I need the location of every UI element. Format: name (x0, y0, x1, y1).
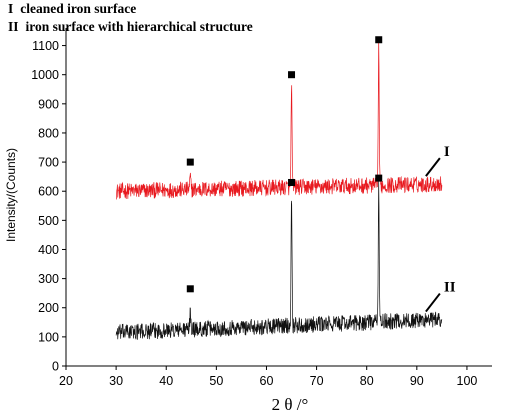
peak-marker (186, 285, 194, 293)
x-tick-label: 20 (59, 374, 73, 388)
y-tick-label: 700 (38, 156, 59, 170)
x-tick-label: 30 (109, 374, 123, 388)
y-tick-label: 300 (38, 272, 59, 286)
peak-marker (288, 71, 296, 79)
series-line-II (115, 181, 443, 340)
annotation-pointer (425, 292, 441, 313)
legend-numeral-2: II (8, 19, 19, 34)
y-tick-label: 600 (38, 185, 59, 199)
y-tick-label: 1000 (31, 68, 59, 82)
series-annotations: III (425, 144, 456, 313)
y-tick-label: 200 (38, 301, 59, 315)
y-tick-label: 100 (38, 330, 59, 344)
x-tick-label: 60 (260, 374, 274, 388)
legend-numeral-1: I (8, 1, 14, 16)
y-tick-label: 900 (38, 97, 59, 111)
axes (65, 28, 492, 367)
peak-marker (186, 158, 194, 166)
legend-text-1: cleaned iron surface (20, 1, 137, 16)
y-tick-label: 1100 (32, 39, 59, 53)
series-layer (115, 40, 443, 340)
y-tick-label: 800 (38, 126, 59, 140)
x-tick-label: 90 (410, 374, 424, 388)
x-tick-label: 50 (209, 374, 223, 388)
x-tick-label: 40 (159, 374, 173, 388)
tick-marks: 20 30 40 50 60 70 80 90 100010020030040050060070… (31, 39, 477, 388)
series-line-I (116, 40, 443, 200)
peak-marker (375, 36, 383, 44)
peak-marker (375, 174, 383, 182)
legend-text-2: iron surface with hierarchical structure (25, 19, 253, 34)
x-tick-label: 70 (310, 374, 324, 388)
y-axis-label: Intensity/(Counts) (4, 148, 18, 242)
y-tick-label: 0 (52, 360, 59, 374)
series-annotation-label: II (444, 280, 456, 296)
peak-markers (186, 36, 383, 293)
peak-marker (288, 178, 296, 186)
x-tick-label: 80 (360, 374, 374, 388)
series-annotation-label: I (444, 144, 450, 160)
legend-entry-2: II iron surface with hierarchical structu… (8, 19, 253, 35)
x-axis-label: 2 θ /° (272, 395, 309, 414)
annotation-pointer (425, 157, 441, 177)
y-tick-label: 500 (38, 214, 59, 228)
x-tick-label: 100 (457, 374, 478, 388)
y-tick-label: 400 (38, 243, 59, 257)
